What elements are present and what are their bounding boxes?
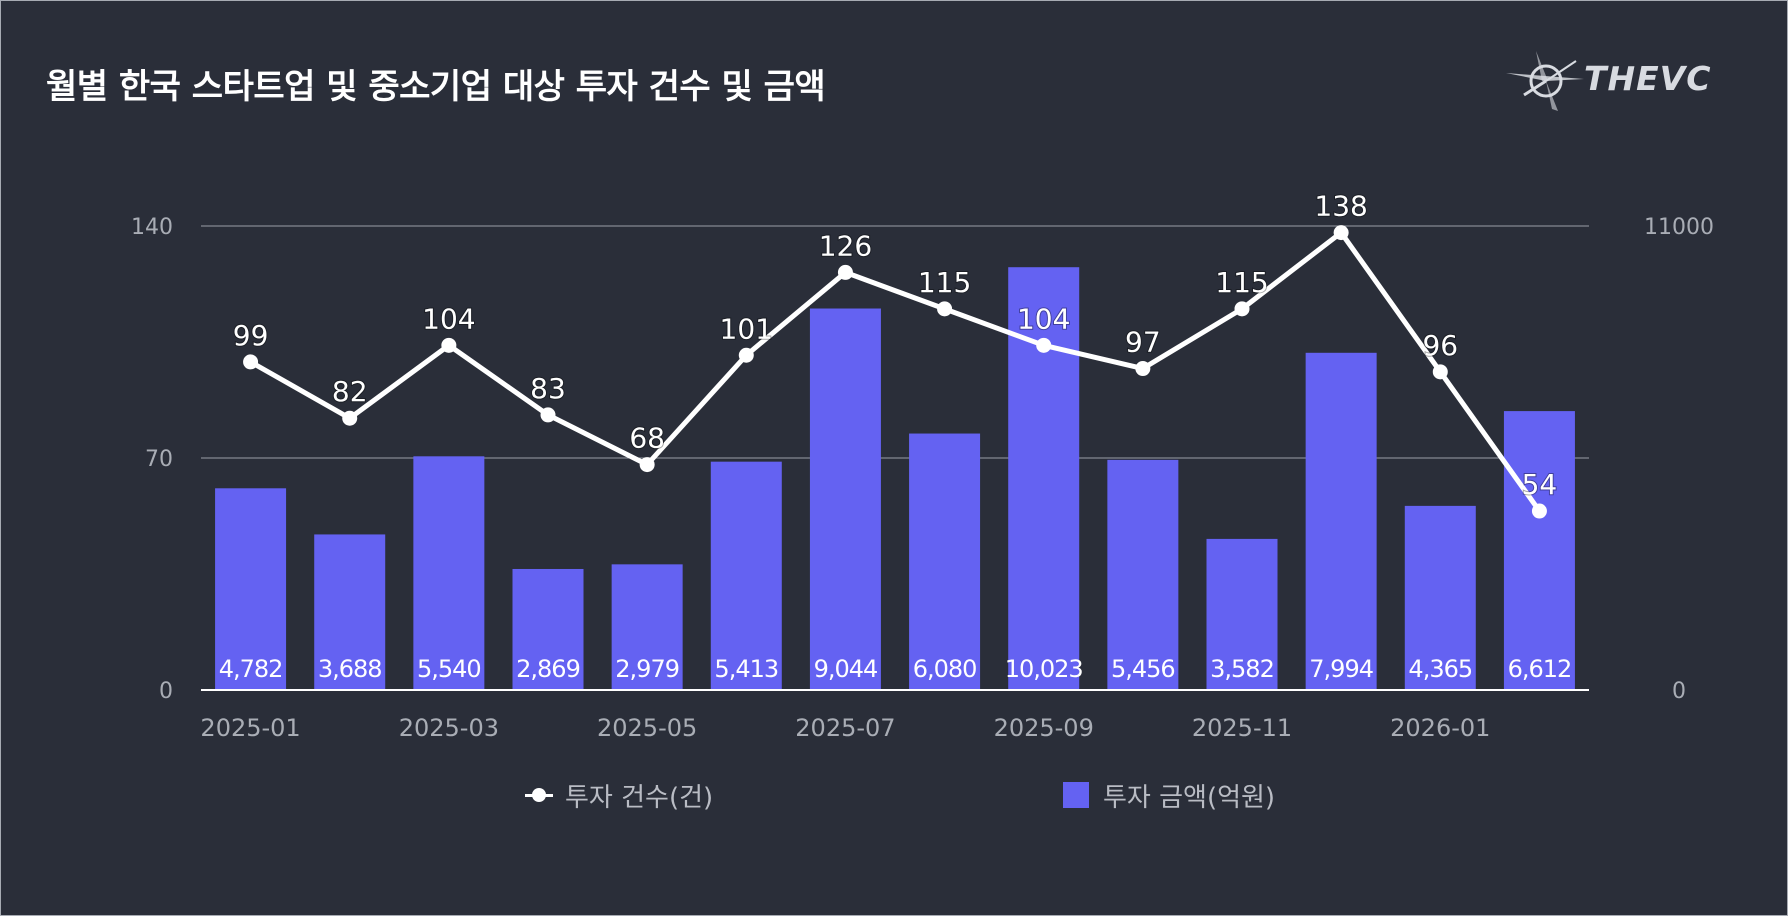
bar <box>809 308 881 690</box>
bar <box>1107 459 1179 690</box>
line-point <box>342 410 358 426</box>
bar-value-label: 2,979 <box>615 655 679 683</box>
line-value-label: 104 <box>422 302 475 335</box>
line-point <box>1036 337 1052 353</box>
logo-text: THEVC <box>1584 59 1712 98</box>
y-left-tick-label: 0 <box>159 679 173 704</box>
line-value-label: 126 <box>819 229 872 262</box>
bar <box>710 461 782 690</box>
line-point <box>937 301 953 317</box>
line-series-path <box>249 230 1542 513</box>
line-value-label: 54 <box>1522 468 1558 501</box>
bar-value-label: 5,413 <box>714 655 778 683</box>
line-value-label: 115 <box>1215 266 1268 299</box>
line-value-label: 68 <box>629 422 665 455</box>
bar <box>1503 411 1575 690</box>
legend-bar-swatch <box>1063 782 1089 808</box>
line-point <box>243 354 259 370</box>
bar-value-label: 7,994 <box>1309 655 1373 683</box>
bar-value-label: 4,782 <box>219 655 283 683</box>
line-value-label: 96 <box>1422 329 1458 362</box>
y-left-tick-label: 70 <box>145 447 173 472</box>
bar-value-label: 3,688 <box>318 655 382 683</box>
x-tick-label: 2025-05 <box>597 714 697 742</box>
brand-logo: THEVC <box>1506 51 1746 116</box>
line-value-label: 101 <box>720 312 773 345</box>
bar-value-label: 3,582 <box>1210 655 1274 683</box>
y-right-tick-label: 11000 <box>1644 215 1714 240</box>
line-point <box>738 347 754 363</box>
bar <box>314 534 386 690</box>
bar <box>1404 505 1476 690</box>
starburst-globe-icon <box>1506 51 1584 111</box>
line-point <box>1135 361 1151 377</box>
x-tick-label: 2025-01 <box>200 714 300 742</box>
y-right-tick-label: 0 <box>1672 679 1686 704</box>
bar-value-label: 9,044 <box>814 655 878 683</box>
line-point <box>540 407 556 423</box>
line-value-label: 82 <box>332 375 368 408</box>
bar <box>512 568 584 690</box>
line-point <box>1333 225 1349 241</box>
line-value-label: 99 <box>233 319 269 352</box>
bar-value-label: 6,080 <box>913 655 977 683</box>
bar <box>1206 538 1278 690</box>
bar <box>909 433 981 690</box>
line-point <box>639 457 655 473</box>
bar-value-label: 6,612 <box>1508 655 1572 683</box>
line-value-label: 138 <box>1314 190 1367 223</box>
bar <box>413 456 485 690</box>
chart-title: 월별 한국 스타트업 및 중소기업 대상 투자 건수 및 금액 <box>46 67 826 107</box>
line-value-label: 83 <box>530 372 566 405</box>
bar <box>1305 352 1377 690</box>
line-point <box>837 264 853 280</box>
x-tick-label: 2026-01 <box>1390 714 1490 742</box>
x-tick-label: 2025-11 <box>1192 714 1292 742</box>
x-tick-label: 2025-07 <box>795 714 895 742</box>
line-value-label: 97 <box>1125 326 1161 359</box>
bar <box>611 564 683 690</box>
x-tick-label: 2025-09 <box>994 714 1094 742</box>
bar-value-label: 5,456 <box>1111 655 1175 683</box>
line-value-label: 115 <box>918 266 971 299</box>
line-value-label: 104 <box>1017 302 1070 335</box>
bar-value-label: 5,540 <box>417 655 481 683</box>
bar-value-label: 4,365 <box>1408 655 1472 683</box>
y-left-tick-label: 140 <box>131 215 173 240</box>
x-tick-label: 2025-03 <box>399 714 499 742</box>
line-point <box>441 337 457 353</box>
bar-value-label: 10,023 <box>1005 655 1083 683</box>
bar <box>215 488 287 690</box>
legend-line-label: 투자 건수(건) <box>565 782 714 813</box>
legend-line[interactable]: 투자 건수(건) <box>525 777 713 813</box>
line-point <box>1234 301 1250 317</box>
legend-bar-label: 투자 금액(억원) <box>1103 782 1276 813</box>
line-point <box>1531 503 1547 519</box>
legend-bar[interactable]: 투자 금액(억원) <box>1063 777 1275 813</box>
bar-value-label: 2,869 <box>516 655 580 683</box>
line-point <box>1432 364 1448 380</box>
legend-line-marker <box>525 785 555 805</box>
